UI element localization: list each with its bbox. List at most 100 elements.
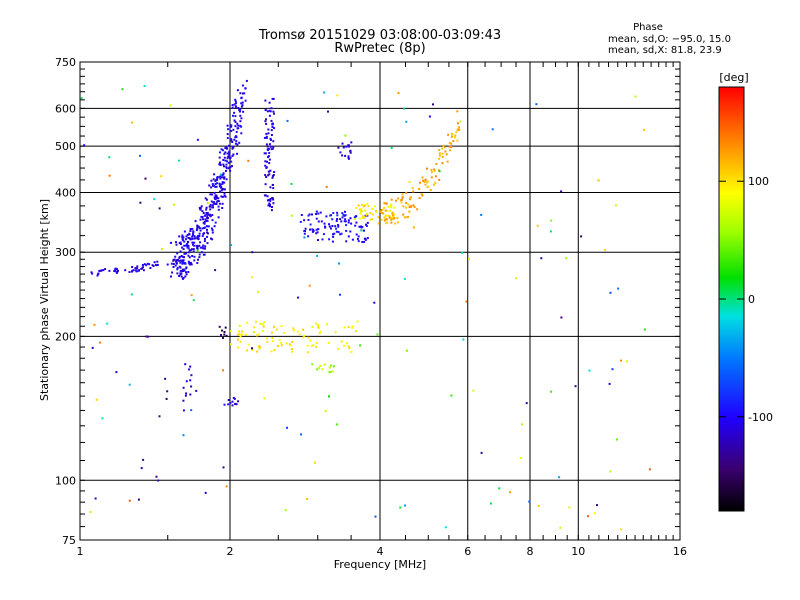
echo-point bbox=[271, 147, 274, 150]
echo-point bbox=[209, 193, 212, 196]
echo-point bbox=[347, 326, 350, 328]
echo-point bbox=[405, 120, 408, 123]
echo-point bbox=[164, 377, 167, 380]
echo-point bbox=[422, 179, 424, 182]
echo-point bbox=[192, 299, 195, 302]
echo-point bbox=[450, 135, 453, 138]
echo-point bbox=[221, 181, 224, 184]
echo-point bbox=[267, 155, 270, 158]
echo-point bbox=[266, 199, 269, 202]
echo-point bbox=[234, 142, 237, 145]
echo-point bbox=[236, 346, 239, 349]
echo-point bbox=[337, 347, 340, 350]
echo-point bbox=[509, 491, 511, 494]
echo-point bbox=[194, 237, 197, 240]
echo-point bbox=[456, 139, 459, 142]
echo-point bbox=[191, 228, 194, 230]
echo-point bbox=[271, 340, 274, 342]
echo-point bbox=[362, 215, 364, 218]
echo-point bbox=[441, 155, 444, 158]
echo-point bbox=[455, 131, 458, 134]
echo-point bbox=[457, 127, 460, 130]
echo-point bbox=[453, 136, 456, 139]
echo-point bbox=[241, 330, 243, 333]
echo-point bbox=[182, 409, 185, 412]
echo-point bbox=[222, 369, 224, 372]
echo-point bbox=[519, 457, 522, 459]
echo-point bbox=[270, 138, 272, 141]
echo-point bbox=[95, 398, 98, 401]
echo-point bbox=[241, 104, 244, 107]
echo-point bbox=[225, 334, 228, 337]
echo-point bbox=[206, 220, 209, 222]
echo-point bbox=[191, 235, 194, 238]
y-tick-label: 500 bbox=[55, 140, 76, 153]
echo-point bbox=[361, 203, 364, 206]
echo-point bbox=[99, 341, 102, 344]
echo-point bbox=[196, 235, 199, 238]
echo-point bbox=[197, 237, 200, 240]
echo-point bbox=[189, 365, 192, 368]
echo-point bbox=[180, 259, 183, 262]
echo-point bbox=[182, 236, 185, 239]
echo-point bbox=[416, 208, 419, 211]
echo-point bbox=[322, 233, 325, 236]
echo-point bbox=[146, 262, 149, 265]
echo-point bbox=[273, 112, 275, 115]
y-tick-label: 300 bbox=[55, 246, 76, 259]
echo-point bbox=[156, 260, 159, 263]
x-tick-label: 8 bbox=[527, 545, 534, 558]
echo-point bbox=[214, 185, 217, 188]
echo-point bbox=[225, 485, 228, 488]
echo-point bbox=[214, 195, 217, 198]
echo-point bbox=[205, 213, 208, 216]
echo-point bbox=[343, 326, 346, 329]
echo-point bbox=[176, 272, 179, 275]
echo-point bbox=[128, 271, 131, 273]
echo-point bbox=[586, 515, 589, 518]
echo-point bbox=[178, 256, 181, 259]
echo-point bbox=[197, 258, 199, 261]
echo-point bbox=[643, 328, 646, 331]
echo-point bbox=[433, 170, 436, 173]
echo-point bbox=[206, 217, 208, 220]
echo-point bbox=[158, 207, 161, 210]
echo-point bbox=[227, 155, 230, 158]
echo-point bbox=[515, 277, 518, 280]
echo-point bbox=[223, 188, 226, 191]
echo-point bbox=[91, 346, 94, 349]
echo-point bbox=[139, 154, 141, 157]
echo-point bbox=[328, 366, 331, 369]
echo-point bbox=[347, 219, 350, 222]
echo-point bbox=[272, 198, 275, 201]
echo-point bbox=[311, 230, 314, 233]
echo-point bbox=[227, 161, 230, 164]
echo-point bbox=[361, 241, 364, 243]
echo-point bbox=[337, 224, 340, 226]
echo-point bbox=[549, 230, 552, 233]
echo-point bbox=[231, 165, 233, 168]
echo-point bbox=[189, 230, 192, 232]
echo-point bbox=[115, 371, 118, 374]
echo-point bbox=[230, 343, 232, 346]
echo-point bbox=[456, 122, 459, 125]
echo-point bbox=[227, 399, 230, 401]
echo-point bbox=[472, 389, 475, 392]
echo-point bbox=[359, 225, 362, 228]
echo-point bbox=[385, 217, 388, 220]
echo-point bbox=[226, 137, 229, 139]
echo-point bbox=[115, 271, 118, 274]
echo-point bbox=[330, 227, 332, 230]
echo-point bbox=[357, 240, 360, 243]
echo-point bbox=[384, 218, 387, 221]
echo-point bbox=[211, 193, 214, 196]
echo-point bbox=[198, 235, 201, 237]
echo-point bbox=[441, 162, 444, 165]
echo-point bbox=[244, 99, 247, 102]
echo-point bbox=[334, 331, 337, 334]
echo-point bbox=[240, 102, 243, 105]
echo-point bbox=[396, 217, 399, 219]
echo-point bbox=[390, 206, 393, 209]
echo-point bbox=[223, 176, 226, 179]
echo-point bbox=[234, 120, 237, 123]
